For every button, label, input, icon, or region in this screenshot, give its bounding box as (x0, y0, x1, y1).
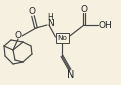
Text: OH: OH (98, 20, 112, 29)
Text: O: O (15, 32, 22, 40)
Text: H: H (47, 14, 53, 23)
Text: O: O (80, 5, 87, 14)
Text: N: N (47, 19, 53, 28)
FancyBboxPatch shape (56, 33, 68, 43)
Text: N: N (67, 70, 75, 80)
Text: O: O (29, 7, 35, 16)
Text: No: No (57, 35, 67, 41)
